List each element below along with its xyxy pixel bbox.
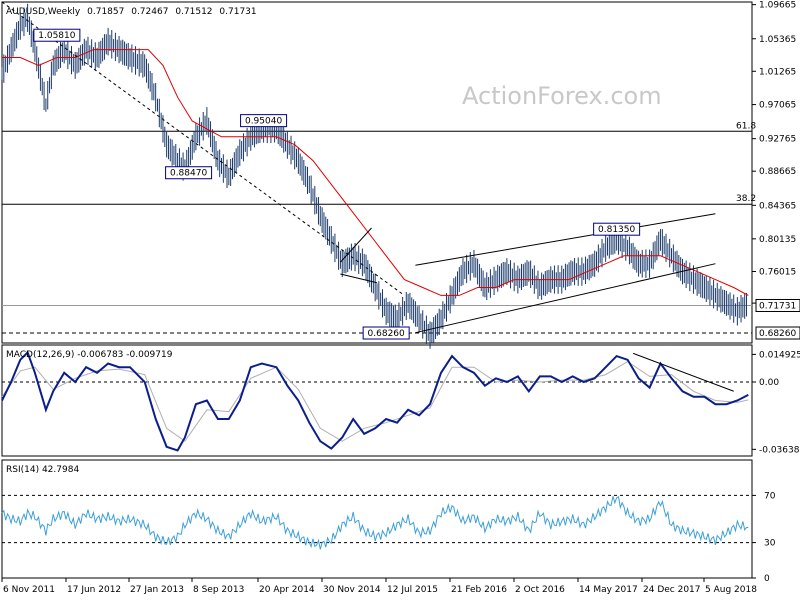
x-tick-label: 6 Nov 2011 xyxy=(3,585,55,595)
macd-y-tick-label: -0.036389 xyxy=(759,445,800,455)
fib-level-label: 61.8 xyxy=(736,121,756,131)
price-annotation-label: 0.88470 xyxy=(170,169,207,179)
price-y-tick-label: 0.84365 xyxy=(759,201,796,211)
macd-trendline xyxy=(632,352,734,392)
price-y-tick-label: 1.09665 xyxy=(759,1,796,11)
price-annotation-box xyxy=(165,166,213,180)
x-tick-label: 20 Apr 2014 xyxy=(259,585,315,595)
price-annotation-box xyxy=(362,326,410,340)
price-y-tick-label: 0.92765 xyxy=(759,135,796,145)
support-value-tag xyxy=(755,326,800,340)
price-y-tick-label: 0.97065 xyxy=(759,101,796,111)
trendline xyxy=(1,1,405,296)
macd-frame xyxy=(1,344,753,457)
price-annotation-box xyxy=(593,222,641,236)
ohlc-high: 0.72467 xyxy=(131,7,168,17)
price-panel-title: AUDUSD,Weekly 0.71857 0.72467 0.71512 0.… xyxy=(6,7,257,17)
x-tick-label: 12 Jul 2015 xyxy=(387,585,438,595)
price-y-tick-label: 1.01265 xyxy=(759,67,796,77)
macd-panel: 0.014925 0.00 -0.036389 xyxy=(1,350,800,455)
x-tick-label: 14 May 2017 xyxy=(579,585,638,595)
price-annotation-label: 0.81350 xyxy=(598,225,635,235)
trendline xyxy=(340,227,372,263)
x-tick-label: 2 Oct 2016 xyxy=(515,585,565,595)
x-tick-label: 24 Dec 2017 xyxy=(643,585,701,595)
support-value-label: 0.68260 xyxy=(759,329,796,339)
price-annotation-label: 0.95040 xyxy=(245,117,282,127)
rsi-panel: 70 30 0 xyxy=(1,491,776,584)
x-tick-label: 27 Jan 2013 xyxy=(130,585,184,595)
watermark: ActionForex.com xyxy=(462,82,662,110)
macd-y-tick-label: 0.014925 xyxy=(759,350,800,360)
x-tick-label: 21 Feb 2016 xyxy=(451,585,507,595)
trendline xyxy=(415,213,716,266)
x-tick-label: 17 Jun 2012 xyxy=(67,585,121,595)
price-annotation-box xyxy=(33,28,81,42)
price-y-tick-label: 0.88665 xyxy=(759,167,796,177)
rsi-line xyxy=(1,495,749,550)
price-panel: 1.09665 1.05365 1.01265 0.97065 0.92765 0.886… xyxy=(1,1,800,349)
price-annotation-label: 0.68260 xyxy=(368,329,405,339)
price-y-tick-label: 0.80135 xyxy=(759,235,796,245)
rsi-panel-title: RSI(14) 42.7984 xyxy=(6,465,79,475)
rsi-y-tick-label: 30 xyxy=(764,539,776,549)
macd-y-tick-label: 0.00 xyxy=(759,378,779,388)
price-annotation-label: 1.05810 xyxy=(38,31,75,41)
x-tick-label: 8 Sep 2013 xyxy=(193,585,244,595)
x-tick-label: 5 Aug 2018 xyxy=(705,585,757,595)
macd-panel-title: MACD(12,26,9) -0.006783 -0.009719 xyxy=(6,350,173,360)
panel-frames xyxy=(1,1,753,579)
price-annotation-box xyxy=(240,114,288,128)
rsi-y-tick-label: 0 xyxy=(764,574,770,584)
symbol-label: AUDUSD,Weekly xyxy=(6,7,81,17)
x-tick-label: 30 Nov 2014 xyxy=(323,585,381,595)
x-axis: 6 Nov 2011 17 Jun 2012 27 Jan 2013 8 Sep 20… xyxy=(1,578,757,595)
last-value-tag xyxy=(755,298,800,312)
last-value-label: 0.71731 xyxy=(759,301,796,311)
fib-level-label: 38.2 xyxy=(736,194,756,204)
trendline xyxy=(340,273,378,284)
ohlc-low: 0.71512 xyxy=(175,7,212,17)
ohlc-close: 0.71731 xyxy=(219,7,256,17)
trendline xyxy=(415,263,716,334)
price-y-tick-label: 1.05365 xyxy=(759,35,796,45)
rsi-y-tick-label: 70 xyxy=(764,491,776,501)
macd-line xyxy=(1,350,749,452)
ohlc-open: 0.71857 xyxy=(87,7,124,17)
price-y-tick-label: 0.76015 xyxy=(759,268,796,278)
